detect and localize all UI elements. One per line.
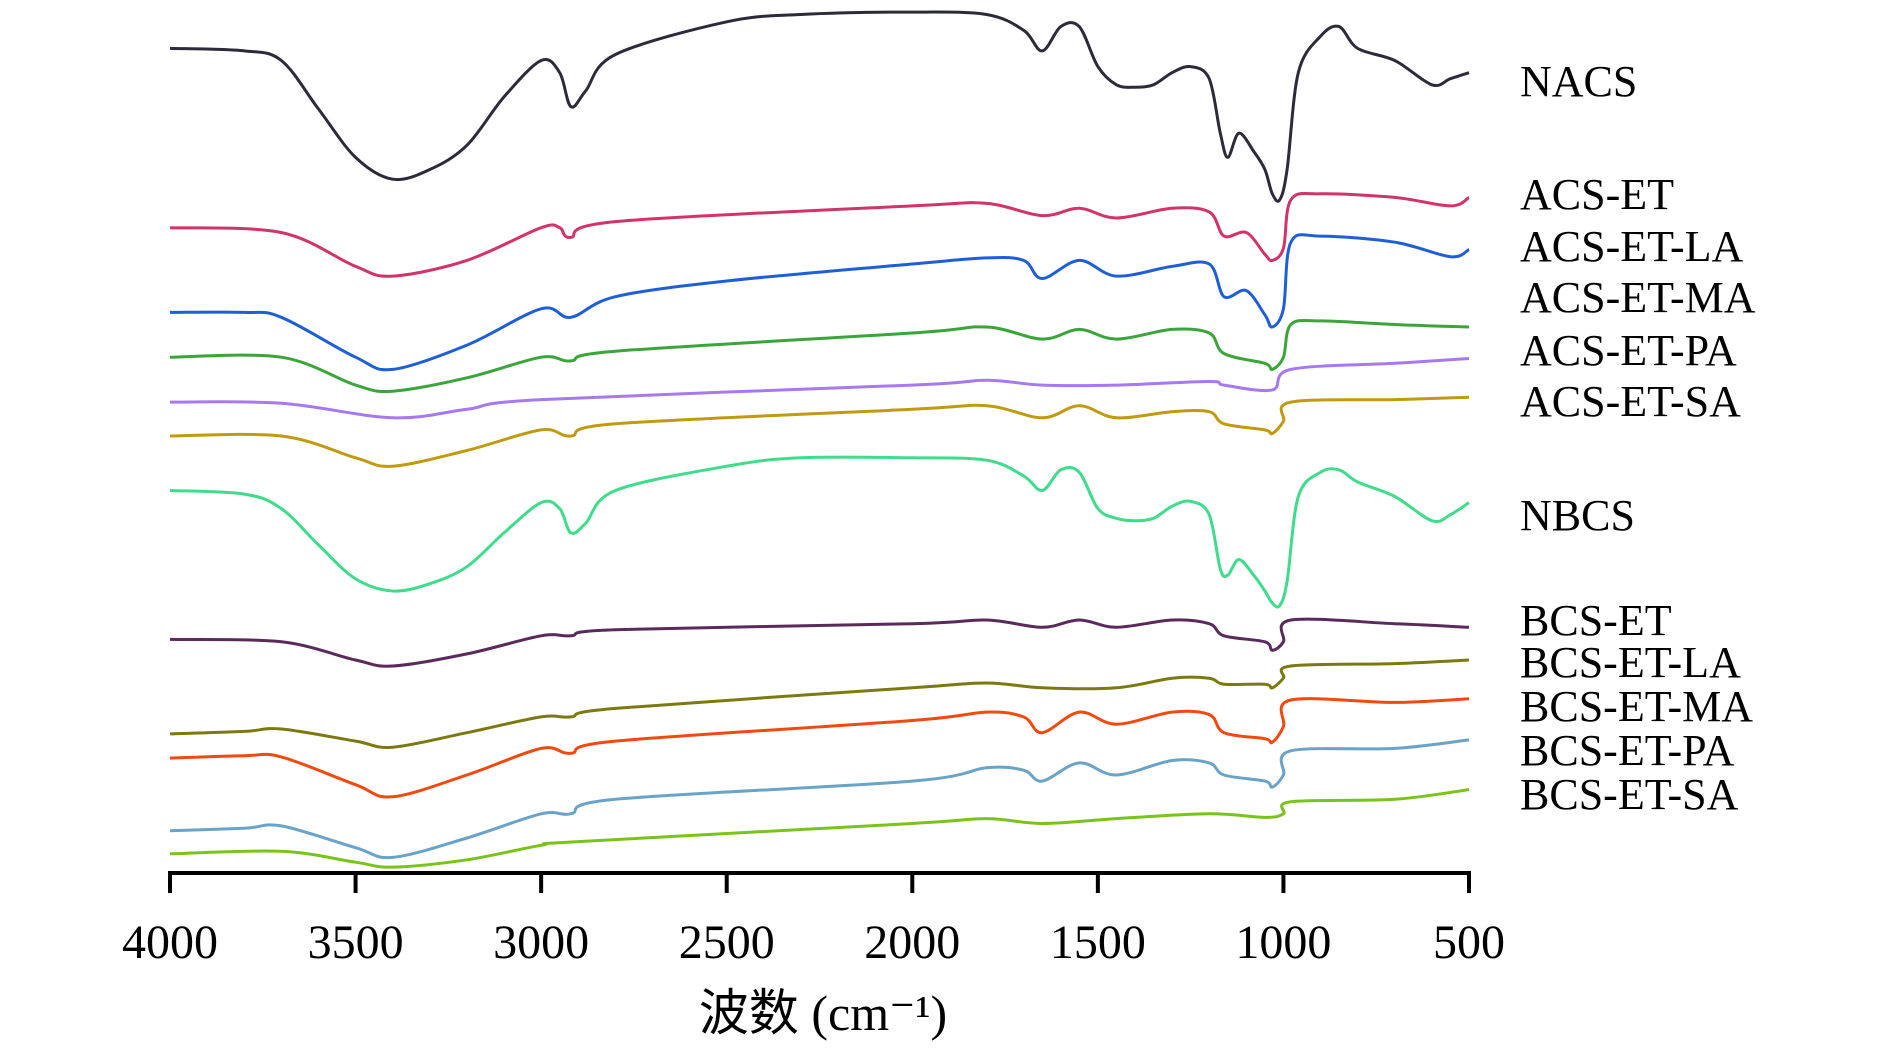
x-tick-label: 2500 [679, 916, 775, 969]
series-line-nbcs [169, 455, 1470, 609]
series-label-bcs-et: BCS-ET [1520, 596, 1672, 645]
x-tick-label: 1500 [1050, 916, 1146, 969]
series-label-bcs-et-pa: BCS-ET-PA [1520, 726, 1735, 775]
series-label-bcs-et-sa: BCS-ET-SA [1520, 770, 1739, 819]
series-label-acs-et-la: ACS-ET-LA [1520, 222, 1743, 271]
series-label-nbcs: NBCS [1520, 491, 1635, 540]
series-label-acs-et: ACS-ET [1520, 170, 1674, 219]
series-line-bcs-et-ma [169, 697, 1470, 799]
series-label-nacs: NACS [1520, 57, 1637, 106]
series-label-acs-et-ma: ACS-ET-MA [1520, 273, 1756, 322]
series-labels: NACS ACS-ETACS-ET-LAACS-ET-MAACS-ET-PAACS… [1520, 57, 1756, 819]
series-line-bcs-et-sa [169, 788, 1470, 869]
series-line-bcs-et-la [169, 658, 1470, 749]
x-axis-title: 波数 (cm⁻¹) [699, 985, 947, 1041]
x-axis: 4000 3500 3000 2500 2000 1500 1000 500 [122, 871, 1505, 969]
x-tick-label: 500 [1433, 916, 1505, 969]
series-label-bcs-et-la: BCS-ET-LA [1520, 638, 1741, 687]
series-line-nacs [169, 10, 1470, 203]
x-tick-label: 2000 [864, 916, 960, 969]
series-line-acs-et-ma [169, 318, 1470, 394]
series-label-acs-et-pa: ACS-ET-PA [1520, 326, 1737, 375]
series-label-bcs-et-ma: BCS-ET-MA [1520, 682, 1753, 731]
series-line-acs-et [169, 191, 1470, 278]
series-line-bcs-et-pa [169, 738, 1470, 860]
x-tick-label: 3500 [308, 916, 404, 969]
series-line-acs-et-pa [169, 357, 1470, 420]
series-line-bcs-et [169, 617, 1470, 668]
x-tick-label: 1000 [1235, 916, 1331, 969]
x-tick-label: 4000 [122, 916, 218, 969]
x-tick-label: 3000 [493, 916, 589, 969]
series-line-acs-et-la [169, 233, 1470, 372]
series-label-acs-et-sa: ACS-ET-SA [1520, 377, 1741, 426]
series-line-acs-et-sa [169, 395, 1470, 468]
spectra-curves [169, 10, 1470, 869]
